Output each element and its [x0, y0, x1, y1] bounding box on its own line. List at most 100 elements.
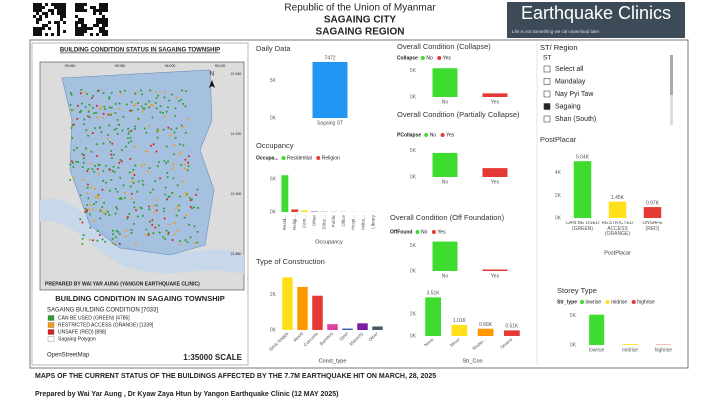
building-dot — [173, 163, 175, 165]
building-dot — [178, 210, 180, 212]
slicer-checkbox[interactable] — [544, 66, 550, 72]
bar[interactable] — [327, 324, 338, 330]
map-credit: PREPARED BY WAI YAR AUNG (YANGON EARTHQU… — [45, 281, 200, 287]
bar[interactable] — [452, 325, 468, 336]
bar[interactable] — [312, 296, 323, 330]
slicer-checkbox[interactable] — [544, 91, 550, 97]
slicer-checkbox[interactable] — [544, 116, 550, 122]
slicer-item[interactable]: Shan (South) — [555, 116, 596, 123]
bar[interactable] — [483, 269, 508, 271]
bar[interactable] — [357, 323, 368, 330]
building-dot — [178, 100, 180, 102]
legend-dot — [421, 56, 425, 60]
qr-cell — [99, 9, 102, 12]
slicer-item[interactable]: Select all — [555, 66, 584, 73]
bar[interactable] — [433, 242, 458, 271]
bar[interactable] — [425, 297, 441, 336]
slicer-checkbox[interactable] — [544, 104, 550, 110]
bar[interactable] — [372, 326, 383, 330]
bar[interactable] — [623, 344, 638, 345]
building-dot — [130, 140, 132, 142]
bar[interactable] — [504, 330, 520, 336]
x-tick-label: No — [442, 273, 449, 279]
bar[interactable] — [282, 277, 293, 330]
building-dot — [157, 137, 159, 139]
bar[interactable] — [644, 207, 662, 218]
x-tick-label: RESTRICTED ACCESS (ORANGE) — [600, 221, 635, 238]
building-dot — [164, 115, 166, 117]
map-lon-label: 96.000 — [165, 64, 176, 68]
slicer-checkbox[interactable] — [544, 79, 550, 85]
qr-cell — [105, 33, 108, 36]
building-dot — [102, 238, 104, 240]
legend-title: OffFound — [390, 229, 413, 235]
bar[interactable] — [483, 93, 508, 97]
bar[interactable] — [313, 62, 348, 118]
bar[interactable] — [483, 168, 508, 177]
building-dot — [133, 182, 135, 184]
bar[interactable] — [589, 315, 604, 345]
building-dot — [80, 89, 82, 91]
bar[interactable] — [433, 153, 458, 177]
bar[interactable] — [281, 175, 288, 212]
slicer-item[interactable]: Sagaing — [555, 103, 581, 110]
x-tick-label: Masonry — [348, 330, 364, 346]
qr-cell — [105, 21, 108, 24]
qr-cell — [105, 9, 108, 12]
building-dot — [84, 211, 86, 213]
bar[interactable] — [311, 211, 318, 212]
qr-cell — [45, 12, 48, 15]
building-dot — [92, 132, 94, 134]
slicer-item[interactable]: Mandalay — [555, 78, 586, 85]
qr-cell — [39, 9, 42, 12]
building-dot — [163, 160, 165, 162]
qr-cell — [96, 9, 99, 12]
bar[interactable] — [609, 202, 627, 218]
qr-cell — [99, 18, 102, 21]
building-dot — [127, 128, 129, 130]
building-dot — [93, 203, 95, 205]
building-dot — [175, 137, 177, 139]
building-dot — [190, 236, 192, 238]
building-dot — [70, 104, 72, 106]
bar[interactable] — [297, 287, 308, 330]
building-dot — [83, 118, 85, 120]
building-dot — [167, 127, 169, 129]
building-dot — [97, 90, 99, 92]
y-tick-label: 2K — [270, 292, 277, 298]
bar[interactable] — [433, 68, 458, 97]
bar[interactable] — [574, 161, 592, 218]
bar[interactable] — [291, 209, 298, 212]
building-dot — [129, 158, 131, 160]
building-dot — [84, 91, 86, 93]
slicer-item[interactable]: Nay Pyi Taw — [555, 91, 594, 98]
bar[interactable] — [478, 329, 494, 336]
building-dot — [89, 227, 91, 229]
building-dot — [86, 204, 88, 206]
building-dot — [98, 164, 100, 166]
building-dot — [114, 129, 116, 131]
building-dot — [174, 144, 176, 146]
legend-label: No — [426, 55, 433, 61]
building-dot — [87, 187, 89, 189]
qr-cell — [102, 24, 105, 27]
qr-cell — [81, 9, 84, 12]
bar[interactable] — [342, 329, 353, 330]
chart-title: PostPlacar — [540, 135, 577, 144]
qr-cell — [105, 24, 108, 27]
building-dot — [193, 225, 195, 227]
bar[interactable] — [301, 210, 308, 212]
building-dot — [108, 124, 110, 126]
x-tick-label: Educ... — [321, 215, 326, 229]
building-dot — [72, 166, 74, 168]
y-tick-label: 0K — [270, 115, 277, 121]
scroll-thumb[interactable] — [670, 55, 673, 95]
building-dot — [111, 242, 113, 244]
qr-cell — [42, 24, 45, 27]
building-dot — [94, 127, 96, 129]
building-dot — [155, 92, 157, 94]
building-dot — [79, 218, 81, 220]
building-dot — [121, 130, 123, 132]
building-dot — [128, 142, 130, 144]
